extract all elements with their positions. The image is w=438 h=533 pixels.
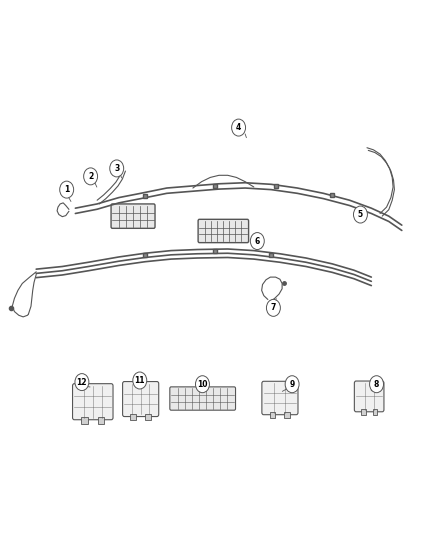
- Text: 11: 11: [134, 376, 145, 385]
- Circle shape: [84, 168, 98, 185]
- Text: 1: 1: [64, 185, 69, 194]
- Text: 2: 2: [88, 172, 93, 181]
- Circle shape: [370, 376, 384, 393]
- FancyBboxPatch shape: [170, 387, 236, 410]
- FancyBboxPatch shape: [123, 382, 159, 417]
- Circle shape: [232, 119, 246, 136]
- Circle shape: [110, 160, 124, 177]
- Text: 6: 6: [254, 237, 260, 246]
- FancyBboxPatch shape: [361, 409, 366, 415]
- Text: 8: 8: [374, 379, 379, 389]
- FancyBboxPatch shape: [98, 417, 104, 424]
- FancyBboxPatch shape: [270, 412, 276, 418]
- Text: 7: 7: [271, 303, 276, 312]
- Circle shape: [60, 181, 74, 198]
- FancyBboxPatch shape: [373, 409, 378, 415]
- FancyBboxPatch shape: [111, 204, 155, 228]
- Text: 5: 5: [358, 210, 363, 219]
- Circle shape: [285, 376, 299, 393]
- Text: 9: 9: [290, 379, 295, 389]
- FancyBboxPatch shape: [284, 412, 290, 418]
- Circle shape: [195, 376, 209, 393]
- Circle shape: [266, 300, 280, 317]
- FancyBboxPatch shape: [145, 414, 151, 421]
- FancyBboxPatch shape: [73, 384, 113, 419]
- Circle shape: [353, 206, 367, 223]
- FancyBboxPatch shape: [262, 381, 298, 415]
- Circle shape: [133, 372, 147, 389]
- Text: 4: 4: [236, 123, 241, 132]
- Text: 3: 3: [114, 164, 119, 173]
- Text: 12: 12: [77, 377, 87, 386]
- FancyBboxPatch shape: [131, 414, 136, 421]
- Circle shape: [251, 232, 264, 249]
- FancyBboxPatch shape: [198, 219, 249, 243]
- Circle shape: [75, 374, 89, 391]
- Text: 10: 10: [197, 379, 208, 389]
- FancyBboxPatch shape: [354, 381, 384, 412]
- FancyBboxPatch shape: [81, 417, 88, 424]
